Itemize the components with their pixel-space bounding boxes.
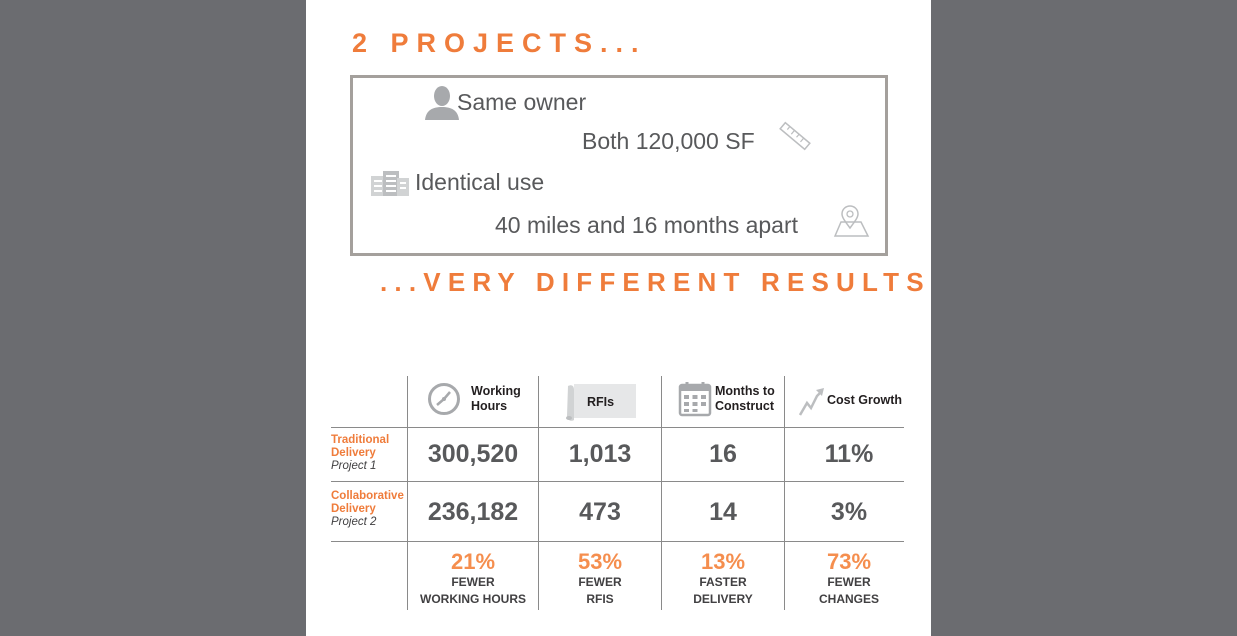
collaborative-cost: 3% xyxy=(830,498,868,526)
column-months-to-construct: Months to Construct xyxy=(715,384,775,413)
project-1-label: Project 1 xyxy=(331,460,377,472)
savings-cost-pct: 73% xyxy=(826,549,872,574)
savings-months-line1: FASTER xyxy=(699,575,747,589)
collaborative-delivery-label: Collaborative Delivery xyxy=(331,490,404,515)
project-facts-box: Same owner Both 120,000 SF Identical us xyxy=(350,75,888,256)
document-scroll-icon xyxy=(566,384,636,421)
headline-different-results: ...VERY DIFFERENT RESULTS xyxy=(380,267,931,297)
column-working-hours: Working Hours xyxy=(471,384,521,413)
trend-up-icon xyxy=(798,388,824,416)
person-icon xyxy=(425,86,459,120)
savings-hours-note: FEWER WORKING HOURS xyxy=(408,574,538,608)
column-cost-growth: Cost Growth xyxy=(827,393,902,407)
project-2-label: Project 2 xyxy=(331,516,377,528)
collaborative-months: 14 xyxy=(709,498,737,526)
fact-distance: 40 miles and 16 months apart xyxy=(495,212,799,238)
savings-hours-line1: FEWER xyxy=(451,575,495,589)
collaborative-hours: 236,182 xyxy=(427,498,519,526)
map-pin-icon xyxy=(833,205,870,237)
headline-two-projects: 2 PROJECTS... xyxy=(352,28,647,58)
savings-rfis-line1: FEWER xyxy=(578,575,622,589)
collaborative-rfis: 473 xyxy=(579,498,621,526)
fact-identical-use: Identical use xyxy=(415,169,545,195)
traditional-months: 16 xyxy=(709,440,737,468)
savings-rfis-pct: 53% xyxy=(577,549,623,574)
savings-hours-pct: 21% xyxy=(450,549,496,574)
savings-cost-line2: CHANGES xyxy=(818,592,879,606)
building-icon xyxy=(371,171,409,196)
traditional-cost: 11% xyxy=(824,440,874,468)
traditional-delivery-label: Traditional Delivery xyxy=(331,434,390,459)
calendar-icon xyxy=(678,382,712,417)
infographic-page: 2 PROJECTS... Same owner Both 120,000 SF xyxy=(306,0,931,636)
savings-rfis-note: FEWER RFIS xyxy=(539,574,661,608)
row-label-traditional: Traditional Delivery Project 1 xyxy=(331,434,406,473)
fact-same-owner: Same owner xyxy=(457,89,587,115)
ruler-icon xyxy=(779,121,811,151)
savings-months-pct: 13% xyxy=(700,549,746,574)
fact-size: Both 120,000 SF xyxy=(582,128,755,154)
savings-hours-line2: WORKING HOURS xyxy=(420,592,526,606)
savings-months-note: FASTER DELIVERY xyxy=(662,574,784,608)
savings-cost-line1: FEWER xyxy=(827,575,871,589)
row-label-collaborative: Collaborative Delivery Project 2 xyxy=(331,490,409,529)
savings-cost-note: FEWER CHANGES xyxy=(785,574,913,608)
clock-icon xyxy=(428,383,460,415)
savings-rfis-line2: RFIS xyxy=(586,592,614,606)
column-rfis: RFIs xyxy=(587,395,615,409)
results-table: Working Hours RFIs Months to Construct C… xyxy=(306,0,931,636)
traditional-hours: 300,520 xyxy=(427,440,519,468)
savings-months-line2: DELIVERY xyxy=(693,592,753,606)
traditional-rfis: 1,013 xyxy=(568,440,632,468)
